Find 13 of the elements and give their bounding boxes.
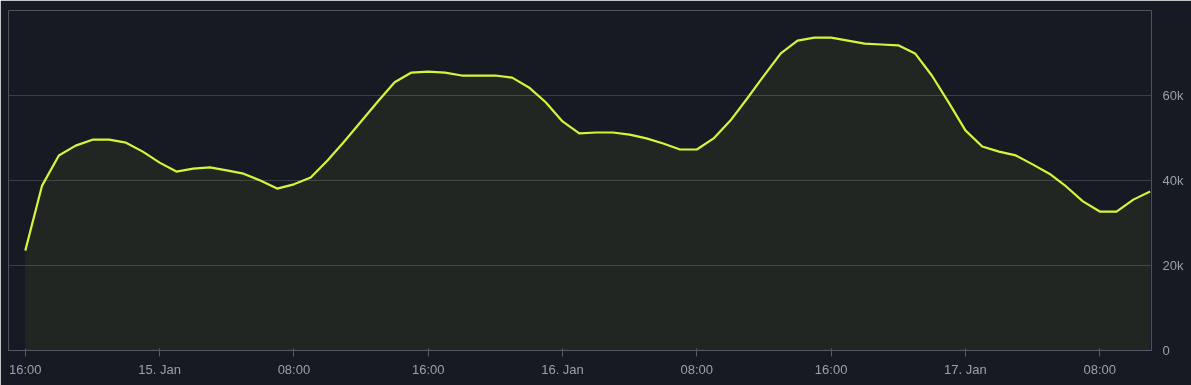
x-tick-label: 16. Jan bbox=[541, 361, 584, 377]
y-tick-label: 20k bbox=[1162, 258, 1184, 273]
x-tick-label: 15. Jan bbox=[138, 361, 181, 377]
x-tick-label: 08:00 bbox=[1083, 361, 1117, 377]
x-tick-label: 16:00 bbox=[411, 361, 445, 377]
x-tick-label: 08:00 bbox=[680, 361, 714, 377]
x-tick-label: 16:00 bbox=[814, 361, 848, 377]
x-tick-label: 16:00 bbox=[9, 361, 42, 377]
y-tick-label: 40k bbox=[1162, 173, 1184, 188]
y-tick-label: 0 bbox=[1162, 343, 1170, 358]
y-tick-label: 60k bbox=[1162, 88, 1184, 103]
x-tick-label: 17. Jan bbox=[944, 361, 987, 377]
x-tick-label: 08:00 bbox=[277, 361, 311, 377]
